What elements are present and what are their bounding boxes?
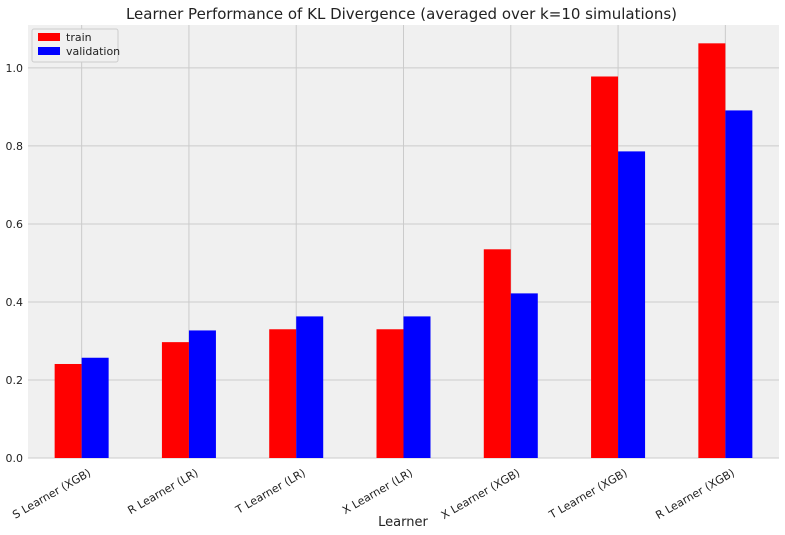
chart-title: Learner Performance of KL Divergence (av… [126, 5, 677, 23]
legend-label-validation: validation [66, 45, 120, 58]
legend-swatch-train [38, 33, 60, 41]
x-axis-title: Learner [378, 515, 428, 530]
bar-train-2 [269, 329, 297, 458]
bar-train-4 [483, 249, 511, 458]
bar-validation-4 [510, 293, 538, 458]
bar-validation-0 [81, 357, 109, 458]
bar-train-3 [376, 329, 404, 458]
legend: train validation [31, 28, 120, 63]
y-tick-label: 0.6 [6, 218, 24, 231]
y-tick-label: 0.2 [6, 374, 24, 387]
y-axis-ticks: 0.0 0.2 0.4 0.6 0.8 1.0 [6, 62, 24, 465]
legend-swatch-validation [38, 47, 60, 55]
x-tick-label: R Learner (LR) [125, 466, 200, 517]
x-tick-label: T Learner (LR) [233, 466, 308, 517]
legend-label-train: train [66, 31, 92, 44]
bar-validation-5 [618, 151, 646, 458]
bar-validation-3 [403, 316, 431, 458]
x-axis-ticks: S Learner (XGB) R Learner (LR) T Learner (… [10, 466, 737, 522]
x-tick-label: X Learner (XGB) [439, 466, 522, 522]
x-tick-label: T Learner (XGB) [546, 466, 630, 522]
bar-validation-6 [725, 110, 753, 458]
x-tick-label: R Learner (XGB) [653, 466, 736, 522]
bar-train-6 [698, 43, 726, 459]
bar-validation-2 [296, 316, 324, 458]
bars [54, 43, 753, 459]
bar-validation-1 [188, 330, 216, 458]
bar-train-1 [161, 342, 189, 458]
y-tick-label: 0.0 [6, 452, 24, 465]
x-tick-label: X Learner (LR) [340, 466, 415, 517]
bar-train-5 [591, 76, 619, 459]
x-tick-label: S Learner (XGB) [10, 466, 93, 521]
y-tick-label: 0.8 [6, 140, 24, 153]
bar-train-0 [54, 363, 82, 458]
y-tick-label: 0.4 [6, 296, 24, 309]
y-tick-label: 1.0 [6, 62, 24, 75]
